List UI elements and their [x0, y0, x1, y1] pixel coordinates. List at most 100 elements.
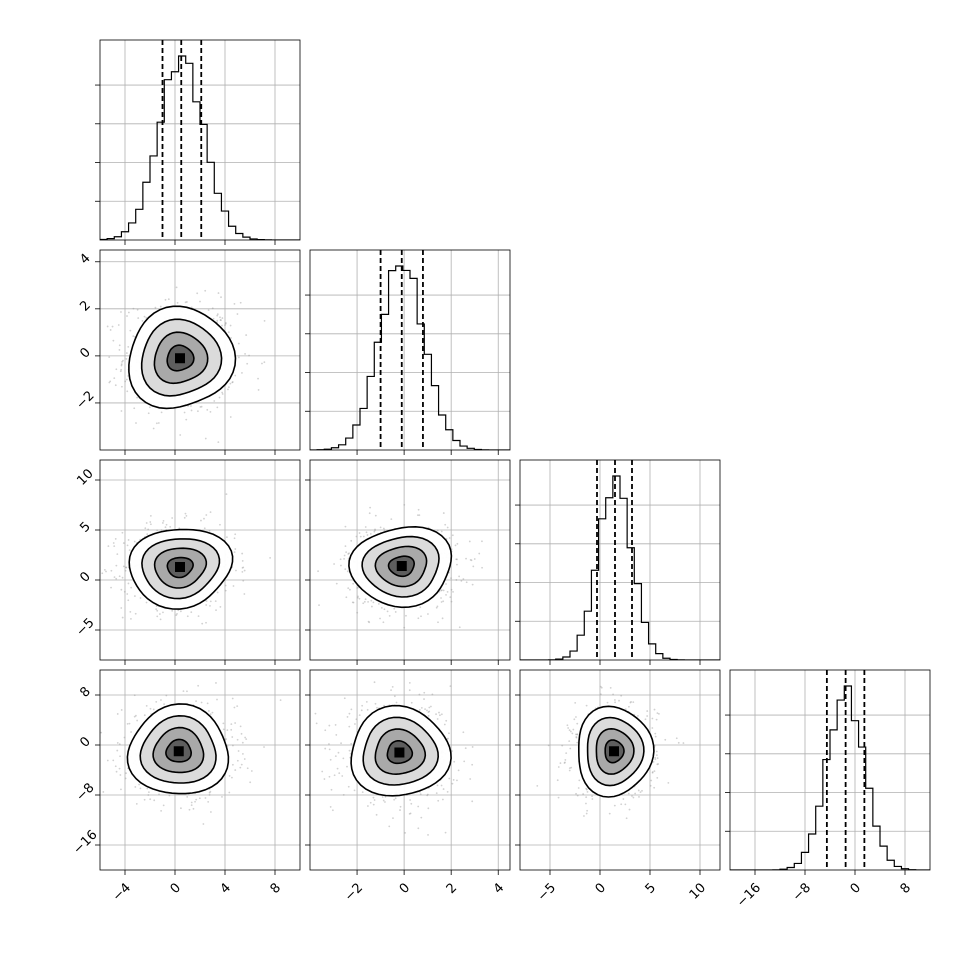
scatter-point [207, 710, 210, 712]
panel-2-0: −5 0 5 10 [73, 459, 301, 665]
scatter-point [393, 798, 396, 801]
scatter-point [358, 532, 361, 534]
scatter-point [112, 339, 115, 342]
scatter-point [599, 693, 602, 696]
axis-frame [99, 39, 301, 241]
scatter-point [221, 317, 224, 319]
scatter-point [109, 380, 112, 383]
scatter-point [367, 805, 369, 807]
contour-line [350, 704, 452, 797]
scatter-point [379, 526, 382, 529]
scatter-point [404, 831, 407, 834]
scatter-point [126, 390, 129, 393]
scatter-point [315, 722, 318, 725]
scatter-point [380, 606, 383, 609]
scatter-point [198, 797, 201, 800]
scatter-point [420, 615, 422, 618]
scatter-point [417, 508, 420, 511]
scatter-point [440, 530, 443, 533]
scatter-point [441, 617, 444, 620]
scatter-point [139, 787, 142, 790]
scatter-point [231, 697, 234, 700]
scatter-point [321, 770, 324, 773]
scatter-point [239, 766, 242, 769]
scatter-point [373, 799, 376, 801]
scatter-point [440, 589, 443, 592]
density-peak [175, 353, 185, 364]
scatter-point [442, 600, 445, 603]
scatter-points [100, 682, 282, 825]
scatter-point [350, 708, 353, 711]
scatter-point [242, 753, 244, 755]
scatter-point [243, 569, 246, 572]
scatter-point [440, 601, 443, 603]
scatter-point [655, 754, 658, 757]
scatter-point [120, 607, 123, 609]
scatter-point [357, 595, 359, 598]
scatter-point [368, 512, 371, 515]
scatter-point [356, 596, 359, 599]
scatter-point [224, 584, 227, 587]
scatter-point [141, 319, 144, 322]
scatter-point [366, 534, 369, 536]
scatter-point [334, 724, 337, 726]
scatter-point [677, 741, 680, 744]
scatter-point [135, 422, 137, 424]
contour-line [578, 705, 655, 798]
scatter-point [441, 798, 444, 801]
scatter-point [653, 770, 656, 773]
scatter-point [213, 400, 216, 402]
scatter-point [650, 779, 653, 782]
scatter-point [457, 769, 460, 772]
scatter-point [234, 374, 237, 377]
scatter-point [333, 563, 335, 565]
scatter-point [171, 609, 174, 612]
scatter-point [651, 771, 654, 773]
scatter-point [145, 601, 148, 604]
scatter-point [125, 566, 127, 569]
scatter-point [121, 576, 124, 579]
scatter-point [393, 695, 396, 698]
x-tick-label: −8 [790, 880, 814, 904]
scatter-point [134, 714, 137, 717]
scatter-point [120, 709, 123, 711]
scatter-point [348, 749, 351, 752]
scatter-point [345, 551, 348, 554]
panel-1-0: −2 0 2 4 [73, 249, 301, 455]
scatter-point [418, 514, 421, 517]
scatter-point [237, 342, 240, 345]
scatter-point [216, 698, 218, 701]
scatter-point [236, 759, 239, 762]
scatter-point [125, 352, 128, 354]
scatter-point [405, 614, 407, 617]
scatter-point [572, 728, 575, 731]
scatter-point [219, 319, 222, 321]
scatter-point [162, 520, 165, 522]
scatter-point [458, 626, 461, 629]
scatter-point [358, 597, 361, 600]
scatter-point [118, 344, 121, 347]
scatter-point [455, 558, 458, 561]
scatter-point [634, 792, 637, 795]
scatter-point [620, 694, 623, 697]
scatter-point [328, 748, 331, 751]
scatter-point [218, 396, 221, 399]
scatter-point [230, 728, 233, 731]
scatter-point [667, 782, 670, 784]
scatter-point [473, 558, 476, 560]
x-tick-label: 2 [444, 880, 460, 896]
scatter-point [367, 620, 370, 623]
scatter-point [331, 809, 334, 812]
scatter-point [237, 356, 240, 359]
scatter-point [229, 382, 232, 385]
scatter-point [164, 526, 167, 529]
scatter-point [365, 700, 368, 703]
scatter-point [205, 604, 208, 606]
scatter-point [156, 615, 159, 618]
panel-1-1 [305, 249, 511, 455]
scatter-point [241, 567, 244, 569]
contour-line [387, 555, 416, 578]
scatter-point [200, 701, 203, 704]
scatter-points [101, 493, 271, 625]
scatter-point [383, 608, 386, 611]
